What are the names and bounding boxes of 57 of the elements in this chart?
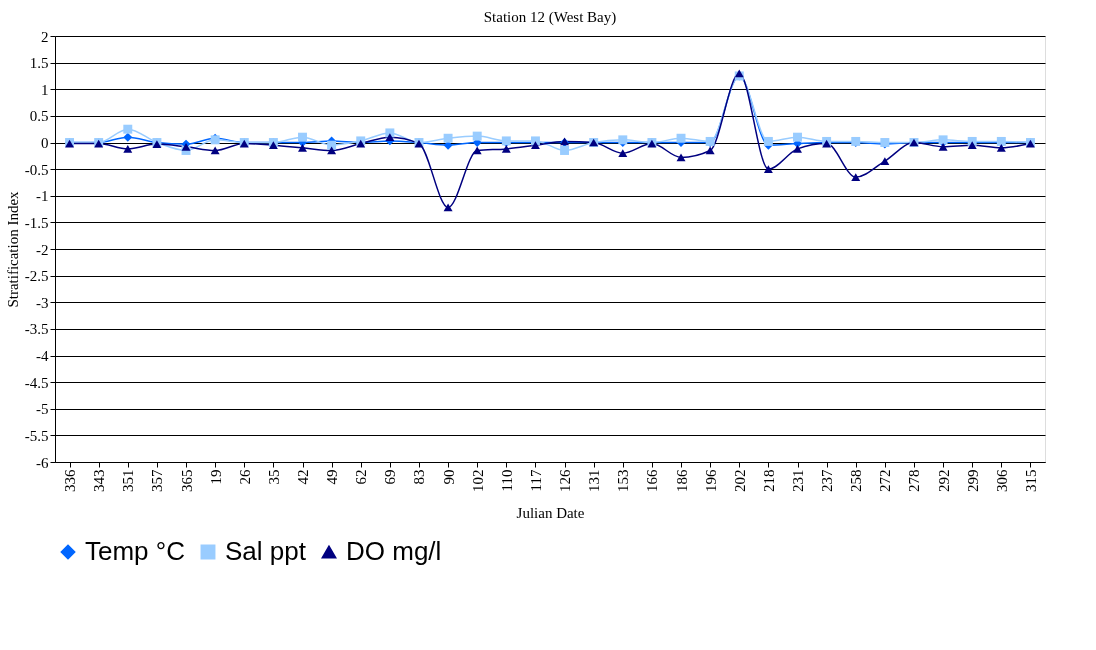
y-tick-label: -4: [36, 348, 49, 364]
x-tick-label: 237: [819, 469, 836, 492]
x-tick-label: 343: [91, 469, 108, 492]
y-axis-title: Stratification Index: [4, 190, 21, 308]
x-tick-label: 278: [906, 469, 923, 492]
x-tick-label: 218: [760, 469, 777, 492]
x-tick-label: 126: [557, 469, 574, 492]
y-tick-label: -6: [36, 454, 49, 471]
x-tick-label: 315: [1022, 469, 1039, 492]
x-tick-label: 117: [527, 469, 544, 492]
x-tick-label: 306: [993, 469, 1010, 492]
legend-label: DO mg/l: [346, 536, 442, 566]
x-tick-label: 102: [469, 469, 486, 492]
x-tick-label: 357: [149, 469, 166, 492]
x-tick-label: 35: [265, 469, 282, 485]
x-tick-label: 110: [498, 469, 515, 492]
y-tick-label: -3: [36, 294, 49, 311]
x-tick-label: 272: [877, 469, 894, 492]
x-tick-label: 49: [324, 469, 341, 485]
x-tick-label: 202: [731, 469, 748, 492]
y-tick-label: -4.5: [24, 374, 49, 391]
y-tick-label: 1: [41, 81, 49, 98]
x-tick-label: 42: [295, 469, 311, 485]
x-tick-label: 62: [353, 469, 370, 485]
x-axis-title: Julian Date: [516, 505, 585, 521]
x-tick-label: 19: [207, 469, 224, 485]
x-tick-label: 196: [702, 469, 719, 492]
y-tick-label: -2.5: [24, 268, 49, 285]
y-tick-label: 2: [41, 28, 49, 45]
y-tick-label: -0.5: [24, 161, 49, 178]
y-tick-label: -1: [36, 188, 49, 205]
x-tick-label: 69: [382, 469, 399, 485]
y-tick-label: 0.5: [29, 108, 49, 125]
x-tick-label: 336: [62, 469, 79, 492]
x-tick-label: 153: [615, 469, 632, 492]
chart-title: Station 12 (West Bay): [483, 9, 617, 26]
y-tick-label: 0: [41, 135, 49, 151]
x-tick-label: 131: [586, 469, 603, 492]
legend-label: Sal ppt: [225, 536, 307, 566]
legend-label: Temp °C: [85, 536, 185, 566]
y-tick-label: -2: [36, 241, 49, 258]
x-tick-label: 186: [673, 469, 690, 492]
x-tick-label: 365: [178, 469, 195, 492]
x-tick-label: 258: [848, 469, 865, 492]
y-tick-label: -5.5: [24, 427, 49, 444]
x-tick-label: 83: [411, 469, 428, 485]
y-tick-label: -5: [36, 401, 49, 418]
x-tick-label: 351: [120, 469, 137, 492]
x-tick-label: 90: [440, 469, 457, 485]
x-tick-label: 166: [644, 469, 661, 492]
y-tick-label: -3.5: [24, 321, 49, 338]
y-tick-label: -1.5: [24, 214, 49, 231]
x-tick-label: 292: [935, 469, 952, 492]
x-tick-label: 231: [790, 469, 806, 492]
x-tick-label: 299: [964, 469, 981, 492]
x-tick-label: 26: [236, 469, 253, 485]
y-tick-label: 1.5: [29, 55, 49, 72]
